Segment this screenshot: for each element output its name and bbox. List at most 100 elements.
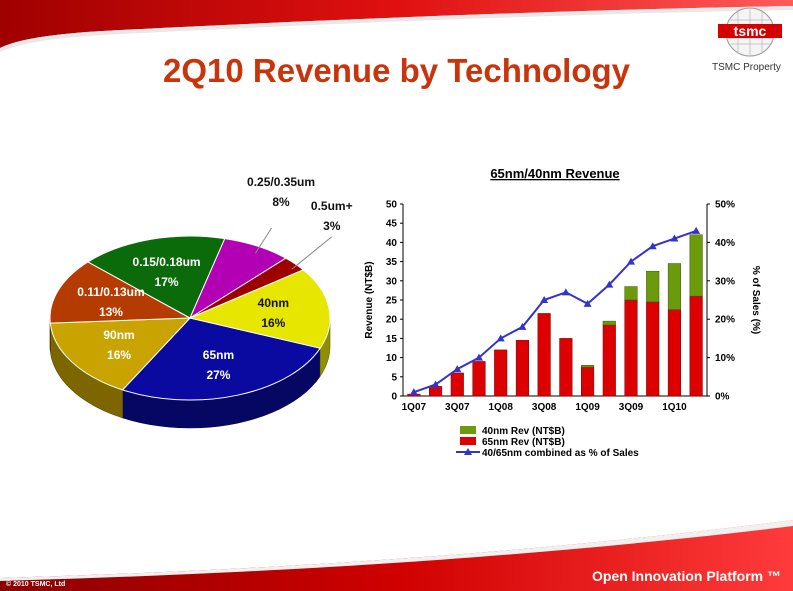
pie-label-0-25-0-35um: 0.25/0.35um 8% bbox=[236, 175, 326, 209]
x-tick-label: 1Q07 bbox=[402, 402, 427, 413]
x-tick-label: 3Q09 bbox=[619, 402, 644, 413]
legend-label: 40/65nm combined as % of Sales bbox=[482, 448, 639, 459]
bar-65nm-4q07 bbox=[472, 361, 486, 397]
y-tick-label: 45 bbox=[386, 219, 398, 230]
bar-65nm-1q09 bbox=[581, 366, 595, 397]
bar-40nm-1q09 bbox=[581, 365, 595, 368]
pie-label-percent: 16% bbox=[261, 315, 286, 330]
chart-legend: 40nm Rev (NT$B)65nm Rev (NT$B)40/65nm co… bbox=[456, 426, 639, 459]
revenue-chart: 65nm/40nm Revenue 0 5 10 15 20 25 30 35 40 45 50 0% 1… bbox=[364, 166, 761, 459]
pie-chart bbox=[49, 228, 333, 429]
bar-65nm-1q08 bbox=[494, 349, 508, 397]
pie-label-name: 90nm bbox=[103, 328, 135, 343]
x-tick-label: 1Q10 bbox=[662, 402, 687, 413]
logo-caption: TSMC Property bbox=[712, 62, 781, 73]
pie-label-percent: 27% bbox=[206, 368, 231, 383]
bar-65nm-4q08 bbox=[559, 338, 573, 397]
line-marker bbox=[540, 296, 549, 303]
copyright: © 2010 TSMC, Ltd bbox=[6, 581, 66, 588]
pie-label-name: 0.11/0.13um bbox=[77, 285, 145, 300]
pie-label-40nm: 40nm 16% bbox=[228, 296, 318, 330]
slide-title: 2Q10 Revenue by Technology bbox=[162, 52, 631, 89]
y-tick-label: 0 bbox=[391, 392, 397, 403]
bar-65nm-3q09 bbox=[624, 299, 638, 397]
bar-40nm-2q10 bbox=[689, 234, 703, 297]
line-marker bbox=[561, 288, 570, 296]
y2-axis-label: % of Sales (%) bbox=[750, 266, 761, 334]
legend-label: 65nm Rev (NT$B) bbox=[482, 437, 565, 448]
y-tick-label: 15 bbox=[386, 334, 398, 345]
pie-label-name: 0.25/0.35um bbox=[247, 174, 316, 189]
line-marker bbox=[648, 242, 657, 250]
pie-leader-line bbox=[291, 236, 333, 270]
footer-tagline: Open Innovation Platform ™ bbox=[592, 568, 782, 584]
line-marker bbox=[453, 365, 462, 373]
y-tick-label: 30 bbox=[386, 276, 398, 287]
pie-slice-90nm bbox=[49, 317, 192, 391]
line-marker bbox=[583, 299, 592, 307]
pie-label-percent: 16% bbox=[107, 348, 132, 363]
y2-tick-label: 30% bbox=[715, 276, 735, 287]
pie-slice-0-15-0-18um bbox=[86, 235, 226, 319]
y2-tick-label: 20% bbox=[715, 315, 735, 326]
pie-label-name: 40nm bbox=[257, 295, 289, 310]
legend-swatch bbox=[460, 437, 476, 445]
pie-label-65nm: 65nm 27% bbox=[173, 348, 263, 382]
y-tick-label: 50 bbox=[386, 200, 398, 211]
pie-slice-40nm bbox=[188, 269, 331, 349]
line-marker bbox=[409, 388, 418, 396]
line-marker bbox=[605, 280, 614, 288]
pie-leader-line bbox=[255, 228, 273, 254]
bar-65nm-2q09 bbox=[602, 324, 616, 397]
bar-40nm-2q09 bbox=[602, 320, 616, 326]
pie-labels: 65nm 27% 90nm 16% 0.11/0.13um 13% 0.15/0.18um 1… bbox=[0, 0, 352, 382]
y2-tick-label: 50% bbox=[715, 200, 735, 211]
y2-tick-label: 0% bbox=[715, 392, 730, 403]
footer-band bbox=[0, 520, 793, 591]
pie-label-0-15-0-18um: 0.15/0.18um 17% bbox=[122, 255, 212, 289]
y2-tick-label: 10% bbox=[715, 353, 735, 364]
y-tick-label: 25 bbox=[386, 296, 398, 307]
y-tick-label: 35 bbox=[386, 257, 398, 268]
bar-40nm-3q09 bbox=[624, 286, 638, 301]
pie-label-percent: 3% bbox=[323, 218, 341, 233]
bar-40nm-1q10 bbox=[667, 263, 681, 310]
pie-slice-65nm bbox=[121, 317, 322, 401]
bar-65nm-2q07 bbox=[429, 386, 443, 397]
legend-label: 40nm Rev (NT$B) bbox=[482, 426, 565, 437]
y-tick-label: 40 bbox=[386, 238, 398, 249]
pie-label-percent: 8% bbox=[272, 194, 290, 209]
pie-label-0-11-0-13um: 0.11/0.13um 13% bbox=[66, 285, 156, 319]
y-tick-label: 5 bbox=[391, 372, 397, 383]
bar-65nm-4q09 bbox=[646, 301, 660, 397]
pie-slice-0-11-0-13um bbox=[49, 261, 192, 324]
x-tick-label: 1Q09 bbox=[575, 402, 600, 413]
pie-label-name: 0.15/0.18um bbox=[132, 254, 201, 269]
line-marker bbox=[475, 353, 483, 361]
legend-marker bbox=[464, 448, 472, 455]
pie-label-percent: 17% bbox=[154, 274, 179, 289]
y-tick-label: 20 bbox=[386, 315, 398, 326]
pie-label-90nm: 90nm 16% bbox=[74, 328, 164, 362]
pie-top bbox=[49, 235, 331, 401]
line-marker bbox=[692, 226, 701, 234]
legend-swatch bbox=[460, 426, 476, 434]
bar-65nm-3q08 bbox=[537, 313, 551, 397]
x-tick-label: 3Q07 bbox=[445, 402, 470, 413]
pie-label-0-5um-: 0.5um+ 3% bbox=[287, 199, 377, 233]
tsmc-logo: tsmc bbox=[718, 7, 782, 57]
bar-65nm-3q07 bbox=[450, 372, 464, 397]
pie-label-percent: 13% bbox=[98, 305, 123, 320]
line-marker bbox=[627, 257, 635, 265]
logo-text: tsmc bbox=[734, 23, 767, 39]
line-marker bbox=[431, 380, 440, 388]
header-swoosh bbox=[0, 0, 793, 52]
y-axis-label: Revenue (NT$B) bbox=[364, 261, 375, 338]
x-tick-label: 3Q08 bbox=[532, 402, 557, 413]
bar-40nm-4q09 bbox=[646, 270, 660, 303]
bar-65nm-2q08 bbox=[515, 340, 529, 397]
y-tick-label: 10 bbox=[386, 353, 398, 364]
line-marker bbox=[496, 334, 505, 342]
line-marker bbox=[518, 322, 527, 330]
x-tick-label: 1Q08 bbox=[488, 402, 513, 413]
